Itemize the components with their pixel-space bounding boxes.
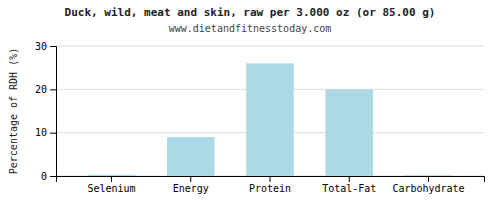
- bar: [167, 137, 215, 176]
- x-tick: Energy: [173, 176, 209, 194]
- x-axis: Selenium Energy Protein Total-Fat Carbohydra…: [57, 176, 485, 194]
- bar: [246, 63, 294, 176]
- x-tick-mark: [349, 176, 350, 182]
- x-tick: Protein: [249, 176, 291, 194]
- x-tick-mark: [270, 176, 271, 182]
- chart: Duck, wild, meat and skin, raw per 3.000…: [0, 0, 500, 200]
- bars: [88, 63, 453, 176]
- y-tick-label: 20: [35, 84, 47, 95]
- x-tick-label: Energy: [173, 183, 209, 194]
- x-axis-line: [57, 177, 485, 183]
- title: Duck, wild, meat and skin, raw per 3.000…: [65, 6, 436, 19]
- y-tick: 20: [35, 84, 56, 95]
- subtitle: www.dietandfitnesstoday.com: [169, 23, 332, 34]
- grid-line: [56, 46, 484, 47]
- y-tick-label: 10: [35, 127, 47, 138]
- y-axis-line: [50, 47, 57, 177]
- plot: 0 10 20 30 Selenium Energy Protein Total-Fat Car…: [35, 41, 485, 194]
- x-tick-label: Carbohydrate: [392, 183, 464, 194]
- y-tick: 0: [41, 171, 56, 182]
- bar: [88, 175, 136, 176]
- x-tick-label: Protein: [249, 183, 291, 194]
- bar: [325, 89, 373, 176]
- y-tick-label: 0: [41, 171, 47, 182]
- x-tick-label: Total-Fat: [322, 183, 376, 194]
- x-tick: Carbohydrate: [392, 176, 464, 194]
- x-tick: Selenium: [87, 176, 135, 194]
- y-tick: 10: [35, 127, 56, 138]
- y-tick-mark: [50, 176, 56, 177]
- x-tick-label: Selenium: [87, 183, 135, 194]
- y-axis-label: Percentage of RDH (%): [8, 48, 19, 174]
- y-axis: 0 10 20 30: [35, 41, 57, 182]
- bar: [405, 175, 453, 176]
- grid: [56, 46, 484, 176]
- y-tick: 30: [35, 41, 56, 52]
- x-tick-mark: [111, 176, 112, 182]
- y-tick-label: 30: [35, 41, 47, 52]
- y-tick-mark: [50, 133, 56, 134]
- y-tick-mark: [50, 46, 56, 47]
- x-tick-mark: [190, 176, 191, 182]
- x-tick: Total-Fat: [322, 176, 376, 194]
- y-tick-mark: [50, 89, 56, 90]
- x-tick-mark: [428, 176, 429, 182]
